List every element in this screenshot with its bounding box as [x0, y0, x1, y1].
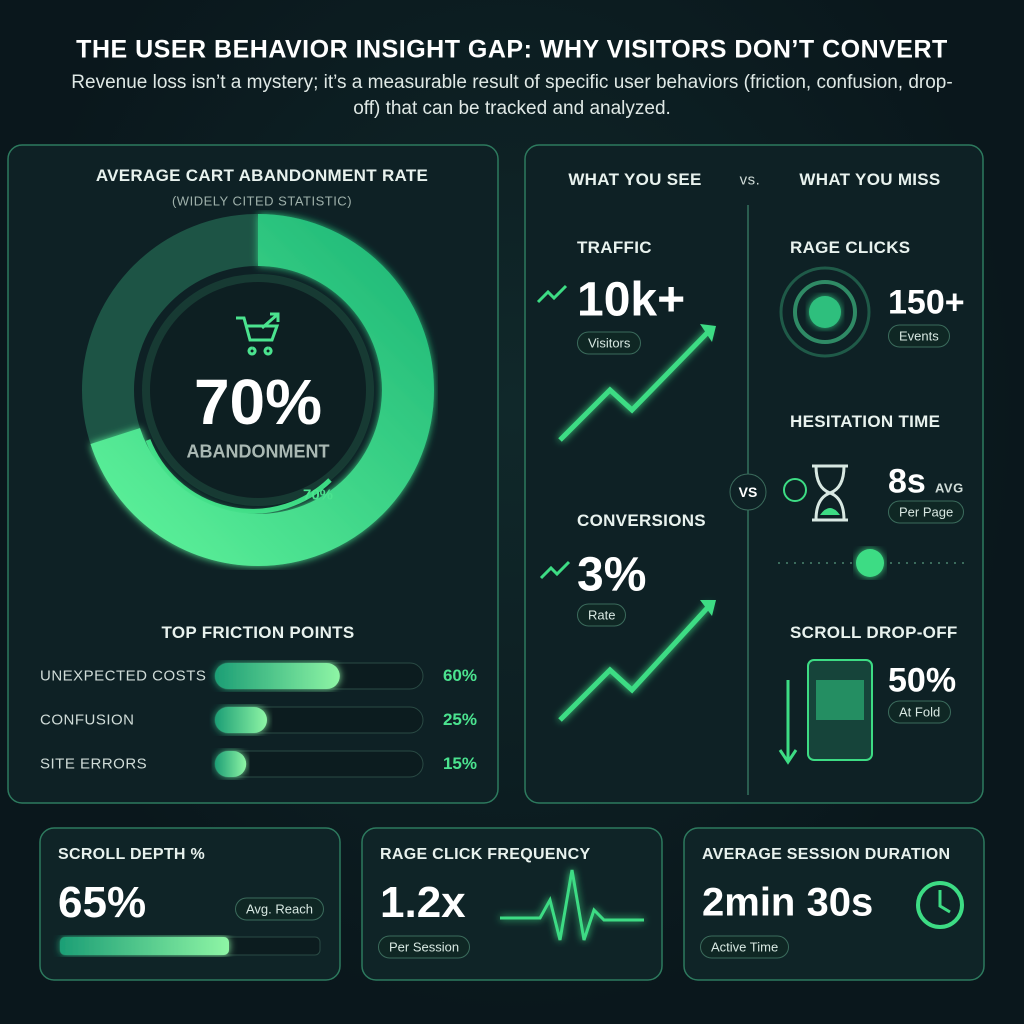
- card-tag: Per Session: [378, 935, 471, 959]
- trend-arrow: [558, 603, 712, 722]
- friction-label: SITE ERRORS: [40, 755, 148, 773]
- sand: [820, 508, 840, 515]
- vs-badge: [729, 473, 767, 511]
- metric-label: SCROLL DROP-OFF: [790, 623, 958, 642]
- comparison-decor: [500, 205, 966, 941]
- timer-hands: [938, 890, 951, 914]
- progress-bar: [60, 937, 229, 955]
- metric-tag: Per Page: [888, 500, 965, 524]
- trend-arrow: [558, 328, 712, 442]
- friction-label: CONFUSION: [40, 711, 135, 729]
- metric-value: 10k+: [577, 273, 686, 327]
- note: (WIDELY CITED STATISTIC): [171, 193, 353, 209]
- metric-label: HESITATION TIME: [790, 412, 941, 431]
- metric-tag: Visitors: [577, 331, 642, 355]
- metric-label: TRAFFIC: [577, 238, 652, 257]
- inner-ring: [142, 274, 374, 506]
- card-value: 1.2x: [380, 878, 466, 927]
- subtitle: Revenue loss isn’t a mystery; it’s a mea…: [71, 72, 953, 119]
- metric-tag: At Fold: [888, 700, 952, 724]
- small-trend: [536, 284, 571, 580]
- metric-value: 150+: [888, 283, 965, 322]
- metric-label: CONVERSIONS: [577, 511, 706, 530]
- card-tag: Active Time: [700, 935, 790, 959]
- ripple: [779, 266, 871, 358]
- ring-label: 70%: [302, 486, 334, 504]
- unit: AVG: [935, 480, 964, 496]
- caption: ABANDONMENT: [186, 441, 330, 462]
- section-title: TOP FRICTION POINTS: [161, 623, 355, 642]
- big-value: 70%: [193, 366, 323, 438]
- friction-value: 25%: [442, 710, 477, 729]
- section-title: AVERAGE CART ABANDONMENT RATE: [95, 166, 429, 185]
- down-arrow: [778, 680, 798, 765]
- timeline-knob: [856, 549, 884, 577]
- card-title: SCROLL DEPTH %: [58, 846, 206, 863]
- arrow-head: [700, 600, 716, 616]
- bar: [215, 707, 267, 733]
- marks: [59, 214, 434, 956]
- vs-badge-text: VS: [738, 484, 758, 500]
- card-tag: Avg. Reach: [235, 897, 324, 921]
- card-title: RAGE CLICK FREQUENCY: [380, 846, 591, 863]
- clock-icon: [783, 478, 807, 502]
- card-value: 2min 30s: [702, 880, 874, 925]
- metric-value: 8s: [888, 462, 926, 501]
- bar: [215, 663, 340, 689]
- metric-value: 3%: [577, 548, 647, 602]
- donut-arc: [82, 214, 434, 566]
- bar: [215, 751, 247, 777]
- card-value: 65%: [58, 878, 147, 927]
- hourglass: [812, 464, 848, 522]
- title: THE USER BEHAVIOR INSIGHT GAP: WHY VISIT…: [76, 35, 948, 64]
- metric-tag: Rate: [577, 603, 627, 627]
- ripple-core: [809, 296, 841, 328]
- metric-value: 50%: [888, 661, 957, 700]
- column-header: WHAT YOU MISS: [799, 170, 941, 189]
- friction-label: UNEXPECTED COSTS: [40, 667, 207, 685]
- vs-label: vs.: [739, 171, 761, 189]
- pulse-line: [500, 869, 644, 941]
- friction-value: 60%: [442, 666, 477, 685]
- arrow-head: [700, 324, 716, 342]
- column-header: WHAT YOU SEE: [568, 170, 702, 189]
- card-title: AVERAGE SESSION DURATION: [702, 846, 951, 863]
- timer-icon: [916, 881, 964, 929]
- metric-tag: Events: [888, 324, 950, 348]
- phone-screen: [816, 680, 864, 720]
- ripple: [793, 280, 857, 344]
- metric-label: RAGE CLICKS: [790, 238, 911, 257]
- cart-icon: [236, 312, 280, 356]
- inner-accent: [145, 439, 332, 514]
- friction-value: 15%: [442, 754, 477, 773]
